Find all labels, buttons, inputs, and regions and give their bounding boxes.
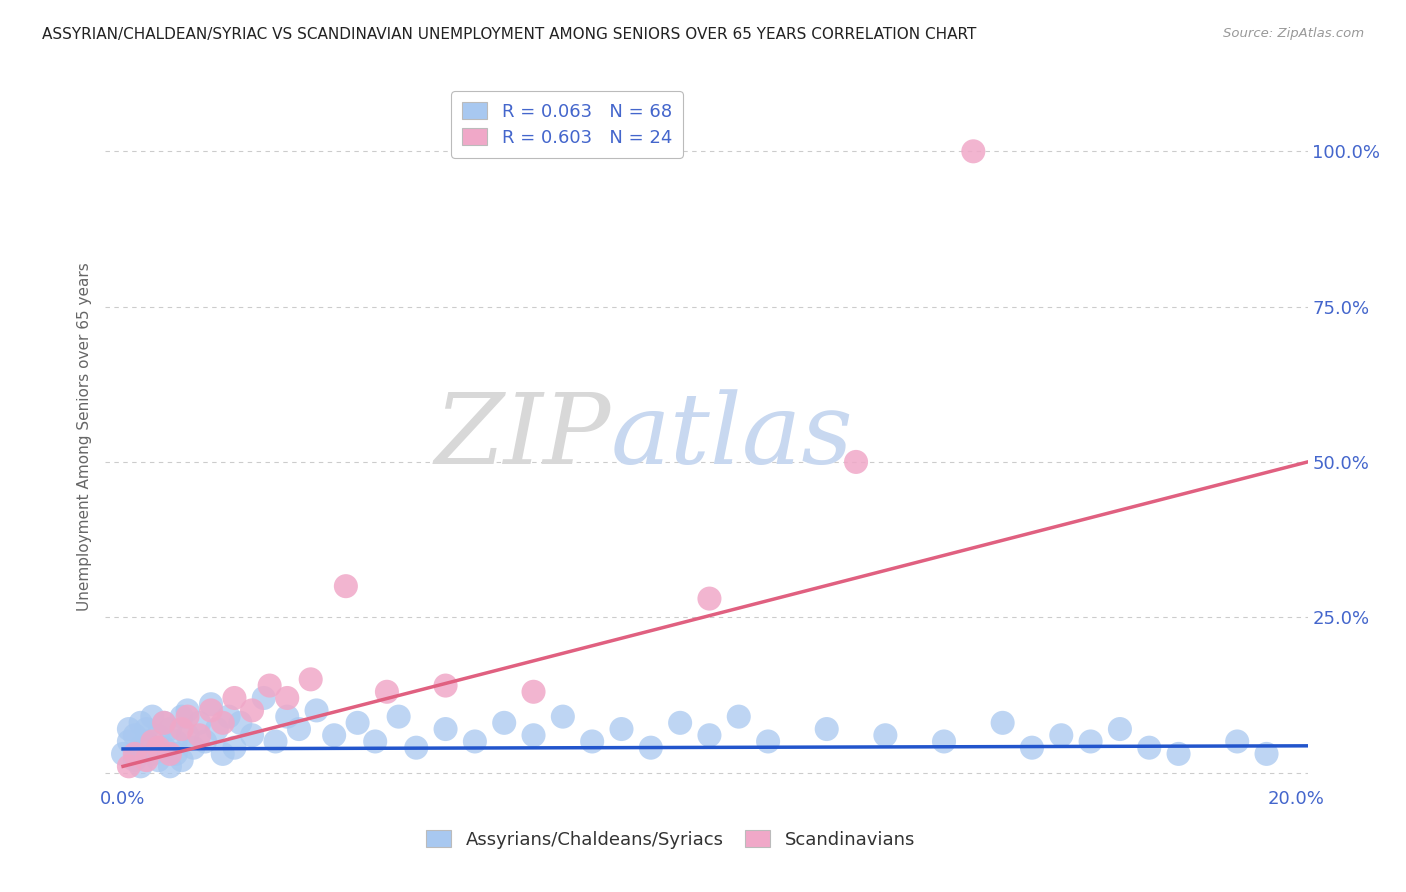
Point — [183, 740, 205, 755]
Point — [1021, 740, 1043, 755]
Point — [159, 759, 181, 773]
Point — [118, 759, 141, 773]
Point — [464, 734, 486, 748]
Text: ASSYRIAN/CHALDEAN/SYRIAC VS SCANDINAVIAN UNEMPLOYMENT AMONG SENIORS OVER 65 YEAR: ASSYRIAN/CHALDEAN/SYRIAC VS SCANDINAVIAN… — [42, 27, 977, 42]
Point — [188, 715, 211, 730]
Point — [170, 722, 193, 736]
Point — [581, 734, 603, 748]
Point — [434, 722, 457, 736]
Point — [288, 722, 311, 736]
Text: atlas: atlas — [610, 390, 853, 484]
Point — [148, 728, 170, 742]
Point — [335, 579, 357, 593]
Point — [240, 703, 263, 717]
Point — [176, 728, 198, 742]
Point — [276, 709, 298, 723]
Point — [124, 728, 146, 742]
Point — [141, 734, 163, 748]
Point — [129, 715, 152, 730]
Point — [153, 740, 176, 755]
Point — [1226, 734, 1249, 748]
Point — [1256, 747, 1278, 761]
Point — [148, 753, 170, 767]
Point — [494, 715, 516, 730]
Point — [1137, 740, 1160, 755]
Point — [165, 734, 187, 748]
Point — [135, 722, 157, 736]
Point — [153, 715, 176, 730]
Point — [932, 734, 955, 748]
Point — [211, 747, 233, 761]
Point — [112, 747, 135, 761]
Point — [153, 715, 176, 730]
Point — [118, 722, 141, 736]
Point — [1050, 728, 1073, 742]
Point — [299, 673, 322, 687]
Y-axis label: Unemployment Among Seniors over 65 years: Unemployment Among Seniors over 65 years — [77, 263, 93, 611]
Point — [991, 715, 1014, 730]
Point — [200, 703, 222, 717]
Point — [610, 722, 633, 736]
Text: Source: ZipAtlas.com: Source: ZipAtlas.com — [1223, 27, 1364, 40]
Point — [224, 740, 246, 755]
Point — [875, 728, 897, 742]
Point — [129, 740, 152, 755]
Point — [200, 697, 222, 711]
Point — [551, 709, 574, 723]
Point — [170, 753, 193, 767]
Point — [434, 679, 457, 693]
Point — [194, 734, 217, 748]
Text: ZIP: ZIP — [434, 390, 610, 484]
Point — [522, 728, 544, 742]
Point — [253, 690, 276, 705]
Point — [159, 747, 181, 761]
Point — [305, 703, 328, 717]
Point — [118, 734, 141, 748]
Point — [845, 455, 868, 469]
Point — [141, 709, 163, 723]
Point — [276, 690, 298, 705]
Point — [522, 685, 544, 699]
Point — [159, 722, 181, 736]
Point — [375, 685, 398, 699]
Point — [1167, 747, 1189, 761]
Point — [135, 753, 157, 767]
Point — [129, 759, 152, 773]
Point — [170, 709, 193, 723]
Point — [124, 747, 146, 761]
Legend: Assyrians/Chaldeans/Syriacs, Scandinavians: Assyrians/Chaldeans/Syriacs, Scandinavia… — [419, 822, 922, 856]
Point — [165, 747, 187, 761]
Point — [323, 728, 346, 742]
Point — [205, 722, 228, 736]
Point — [346, 715, 368, 730]
Point — [124, 753, 146, 767]
Point — [756, 734, 779, 748]
Point — [405, 740, 427, 755]
Point — [699, 591, 721, 606]
Point — [1109, 722, 1132, 736]
Point — [669, 715, 692, 730]
Point — [640, 740, 662, 755]
Point — [1080, 734, 1102, 748]
Point — [229, 715, 252, 730]
Point — [240, 728, 263, 742]
Point — [962, 145, 984, 159]
Point — [141, 747, 163, 761]
Point — [176, 709, 198, 723]
Point — [176, 703, 198, 717]
Point — [815, 722, 838, 736]
Point — [259, 679, 281, 693]
Point — [148, 740, 170, 755]
Point — [211, 715, 233, 730]
Point — [188, 728, 211, 742]
Point — [135, 734, 157, 748]
Point — [364, 734, 387, 748]
Point — [218, 709, 240, 723]
Point — [727, 709, 749, 723]
Point — [699, 728, 721, 742]
Point — [264, 734, 287, 748]
Point — [224, 690, 246, 705]
Point — [388, 709, 411, 723]
